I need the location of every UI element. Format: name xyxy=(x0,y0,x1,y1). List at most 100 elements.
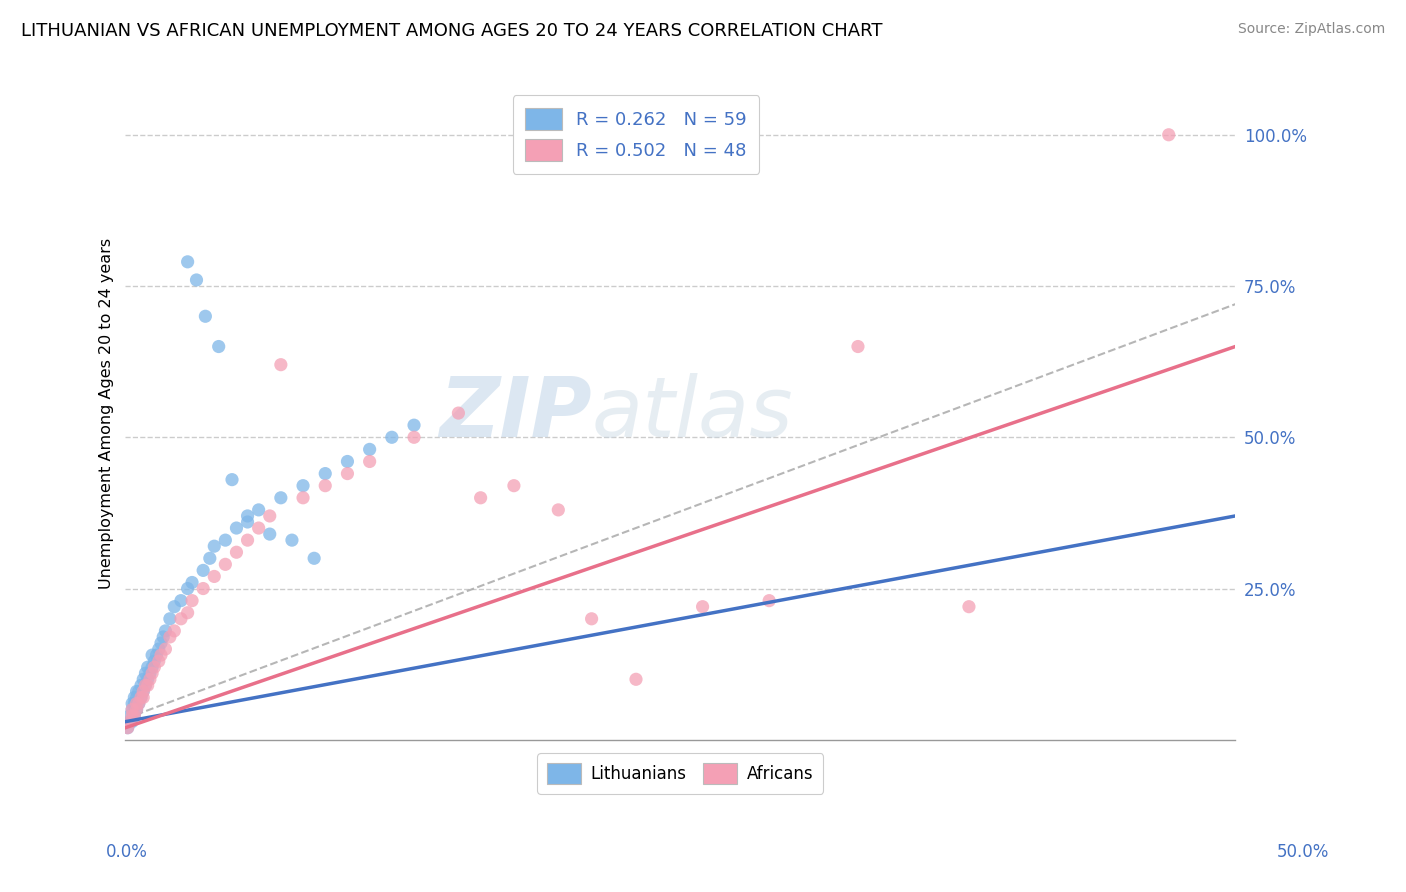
Point xyxy=(136,673,159,687)
Point xyxy=(194,310,217,324)
Point xyxy=(125,702,148,716)
Point xyxy=(191,563,214,577)
Point xyxy=(159,630,181,644)
Point xyxy=(149,636,172,650)
Point xyxy=(136,660,159,674)
Point xyxy=(270,491,292,505)
Text: Source: ZipAtlas.com: Source: ZipAtlas.com xyxy=(1237,22,1385,37)
Point xyxy=(170,593,193,607)
Point xyxy=(129,678,152,692)
Point xyxy=(176,582,198,596)
Point xyxy=(336,467,359,481)
Point xyxy=(503,478,526,492)
Point xyxy=(1157,128,1180,142)
Point xyxy=(236,515,259,529)
Point xyxy=(163,624,186,638)
Point xyxy=(336,454,359,468)
Point xyxy=(145,648,167,662)
Point xyxy=(125,690,148,705)
Point xyxy=(134,666,156,681)
Point xyxy=(181,593,204,607)
Point xyxy=(624,673,647,687)
Point xyxy=(163,599,186,614)
Point xyxy=(121,702,143,716)
Point xyxy=(270,358,292,372)
Point xyxy=(125,684,148,698)
Point xyxy=(132,684,155,698)
Point xyxy=(236,533,259,548)
Point xyxy=(124,708,146,723)
Point xyxy=(221,473,243,487)
Legend: Lithuanians, Africans: Lithuanians, Africans xyxy=(537,753,824,794)
Point xyxy=(208,339,231,353)
Point xyxy=(581,612,603,626)
Point xyxy=(186,273,208,287)
Point xyxy=(143,660,166,674)
Point xyxy=(302,551,325,566)
Point xyxy=(121,708,143,723)
Point xyxy=(117,721,139,735)
Point xyxy=(118,714,141,729)
Point xyxy=(292,478,315,492)
Point xyxy=(447,406,470,420)
Point xyxy=(125,697,148,711)
Point xyxy=(758,593,780,607)
Point xyxy=(128,697,150,711)
Point xyxy=(152,630,174,644)
Point xyxy=(129,690,152,705)
Point xyxy=(148,642,170,657)
Point xyxy=(176,255,198,269)
Point xyxy=(139,666,162,681)
Point xyxy=(202,539,225,553)
Point xyxy=(381,430,404,444)
Point xyxy=(259,527,281,541)
Point xyxy=(132,673,155,687)
Point xyxy=(128,697,150,711)
Point xyxy=(124,690,146,705)
Point xyxy=(118,714,141,729)
Point xyxy=(314,467,336,481)
Point xyxy=(281,533,304,548)
Point xyxy=(141,660,163,674)
Text: 50.0%: 50.0% xyxy=(1277,843,1329,861)
Point xyxy=(143,654,166,668)
Point xyxy=(170,612,193,626)
Point xyxy=(117,721,139,735)
Point xyxy=(132,690,155,705)
Point xyxy=(259,508,281,523)
Point xyxy=(214,533,236,548)
Point xyxy=(121,697,143,711)
Point xyxy=(139,673,162,687)
Point xyxy=(225,545,247,559)
Y-axis label: Unemployment Among Ages 20 to 24 years: Unemployment Among Ages 20 to 24 years xyxy=(100,237,114,589)
Point xyxy=(198,551,221,566)
Point xyxy=(155,624,177,638)
Point xyxy=(149,648,172,662)
Point xyxy=(121,714,143,729)
Point xyxy=(402,430,425,444)
Point xyxy=(359,454,381,468)
Point xyxy=(134,678,156,692)
Point xyxy=(132,684,155,698)
Point xyxy=(214,558,236,572)
Point xyxy=(846,339,869,353)
Point xyxy=(148,654,170,668)
Point xyxy=(247,503,270,517)
Point xyxy=(128,684,150,698)
Point xyxy=(957,599,980,614)
Point xyxy=(134,678,156,692)
Point xyxy=(547,503,569,517)
Point xyxy=(159,612,181,626)
Point xyxy=(191,582,214,596)
Point xyxy=(124,708,146,723)
Point xyxy=(247,521,270,535)
Point xyxy=(176,606,198,620)
Text: atlas: atlas xyxy=(592,373,793,453)
Point xyxy=(124,697,146,711)
Point xyxy=(314,478,336,492)
Point xyxy=(236,508,259,523)
Text: LITHUANIAN VS AFRICAN UNEMPLOYMENT AMONG AGES 20 TO 24 YEARS CORRELATION CHART: LITHUANIAN VS AFRICAN UNEMPLOYMENT AMONG… xyxy=(21,22,883,40)
Point xyxy=(129,690,152,705)
Point xyxy=(136,678,159,692)
Text: 0.0%: 0.0% xyxy=(105,843,148,861)
